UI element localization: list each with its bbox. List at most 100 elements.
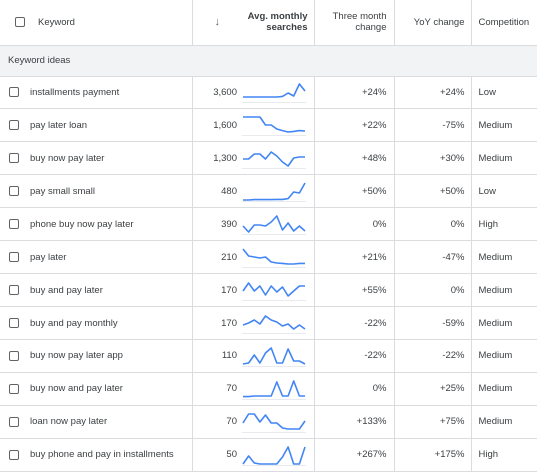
avg-searches-cell: 210 (192, 240, 242, 275)
three-month-change-cell: -22% (314, 339, 395, 373)
trend-cell (242, 405, 315, 439)
keyword-cell[interactable]: pay later (30, 240, 193, 275)
avg-searches-cell: 170 (192, 306, 242, 340)
header-select-cell (0, 0, 30, 46)
sparkline-path (242, 445, 306, 465)
sparkline-path (243, 151, 305, 168)
row-select-cell (0, 174, 30, 209)
row-checkbox[interactable] (9, 120, 19, 131)
table-row[interactable]: pay small small 480 +50% +50% Low (0, 174, 537, 209)
trend-cell (242, 339, 315, 373)
table-row[interactable]: pay later loan 1,600 +22% -75% Medium (0, 108, 537, 143)
table-row[interactable]: buy now and pay later 70 0% +25% Medium (0, 372, 537, 406)
trend-cell (242, 174, 315, 209)
keyword-cell[interactable]: buy now pay later (30, 141, 193, 176)
table-row[interactable]: buy phone and pay in installments 50 +267%… (0, 438, 537, 472)
competition-cell: Medium (471, 273, 537, 308)
three-month-change-cell: +21% (314, 240, 395, 275)
competition-cell: Medium (471, 306, 537, 340)
three-month-change-cell: -22% (314, 306, 395, 340)
avg-searches-cell: 70 (192, 405, 242, 439)
sparkline-path (242, 215, 306, 234)
row-select-cell (0, 306, 30, 340)
row-checkbox[interactable] (9, 252, 19, 263)
trend-cell (242, 273, 315, 308)
row-checkbox[interactable] (9, 383, 19, 394)
column-header-keyword[interactable]: Keyword (30, 0, 193, 46)
trend-sparkline (242, 248, 306, 269)
row-checkbox[interactable] (9, 153, 19, 164)
three-month-header-line1: Three month (332, 11, 387, 23)
yoy-change-cell: -22% (394, 339, 472, 373)
row-checkbox[interactable] (9, 416, 19, 427)
keyword-cell[interactable]: pay small small (30, 174, 193, 209)
row-select-cell (0, 207, 30, 242)
table-row[interactable]: buy now pay later 1,300 +48% +30% Medium (0, 141, 537, 176)
yoy-change-cell: +24% (394, 76, 472, 110)
row-select-cell (0, 240, 30, 275)
table-row[interactable]: pay later 210 +21% -47% Medium (0, 240, 537, 275)
row-select-cell (0, 339, 30, 373)
yoy-change-cell: -75% (394, 108, 472, 143)
avg-header-line1: Avg. monthly (247, 11, 308, 23)
competition-cell: Low (471, 76, 537, 110)
row-checkbox[interactable] (9, 186, 19, 197)
keyword-cell[interactable]: loan now pay later (30, 405, 193, 439)
trend-sparkline (242, 182, 306, 203)
keyword-cell[interactable]: buy and pay later (30, 273, 193, 308)
trend-cell (242, 372, 315, 406)
three-month-change-cell: 0% (314, 207, 395, 242)
competition-cell: Medium (471, 405, 537, 439)
table-row[interactable]: installments payment 3,600 +24% +24% Low (0, 76, 537, 110)
competition-cell: High (471, 438, 537, 472)
row-checkbox[interactable] (9, 219, 19, 230)
three-month-change-cell: +24% (314, 76, 395, 110)
keyword-cell[interactable]: pay later loan (30, 108, 193, 143)
section-header-row: Keyword ideas (0, 45, 537, 77)
column-header-keyword-label: Keyword (38, 16, 75, 28)
keyword-cell[interactable]: buy now and pay later (30, 372, 193, 406)
row-checkbox[interactable] (9, 449, 19, 460)
three-month-change-cell: +22% (314, 108, 395, 143)
row-checkbox[interactable] (9, 285, 19, 296)
trend-sparkline (242, 151, 306, 170)
yoy-change-cell: -59% (394, 306, 472, 340)
row-checkbox[interactable] (9, 318, 19, 329)
select-all-checkbox[interactable] (14, 17, 25, 28)
sparkline-path (242, 315, 306, 330)
three-month-change-cell: +55% (314, 273, 395, 308)
arrow-down-icon[interactable]: ↓ (214, 16, 221, 29)
sparkline-path (243, 83, 306, 99)
table-row[interactable]: buy and pay later 170 +55% 0% Medium (0, 273, 537, 308)
keyword-cell[interactable]: installments payment (30, 76, 193, 110)
trend-sparkline (242, 347, 306, 367)
three-month-change-cell: +133% (314, 405, 395, 439)
trend-cell (242, 306, 315, 340)
row-checkbox[interactable] (9, 350, 19, 361)
keyword-cell[interactable]: phone buy now pay later (30, 207, 193, 242)
keyword-cell[interactable]: buy and pay monthly (30, 306, 193, 340)
table-header-row: Keyword ↓ Avg. monthly searches Three mon… (0, 0, 537, 46)
keyword-cell[interactable]: buy now pay later app (30, 339, 193, 373)
table-row[interactable]: loan now pay later 70 +133% +75% Medium (0, 405, 537, 439)
row-checkbox[interactable] (9, 87, 19, 98)
table-row[interactable]: buy now pay later app 110 -22% -22% Medium (0, 339, 537, 373)
column-header-competition[interactable]: Competition (471, 0, 537, 46)
yoy-header-label: YoY change (413, 16, 465, 28)
three-month-change-cell: +48% (314, 141, 395, 176)
table-row[interactable]: phone buy now pay later 390 0% 0% High (0, 207, 537, 242)
trend-sparkline (242, 215, 306, 236)
avg-header-line2: searches (266, 22, 308, 34)
sparkline-path (243, 380, 305, 398)
column-header-yoy-change[interactable]: YoY change (394, 0, 472, 46)
column-header-three-month-change[interactable]: Three month change (314, 0, 395, 46)
three-month-change-cell: +267% (314, 438, 395, 472)
avg-searches-cell: 390 (192, 207, 242, 242)
row-select-cell (0, 438, 30, 472)
column-header-avg-monthly-searches[interactable]: Avg. monthly searches (242, 0, 315, 46)
yoy-change-cell: -47% (394, 240, 472, 275)
avg-searches-cell: 110 (192, 339, 242, 373)
table-row[interactable]: buy and pay monthly 170 -22% -59% Medium (0, 306, 537, 340)
competition-cell: Low (471, 174, 537, 209)
keyword-cell[interactable]: buy phone and pay in installments (30, 438, 193, 472)
